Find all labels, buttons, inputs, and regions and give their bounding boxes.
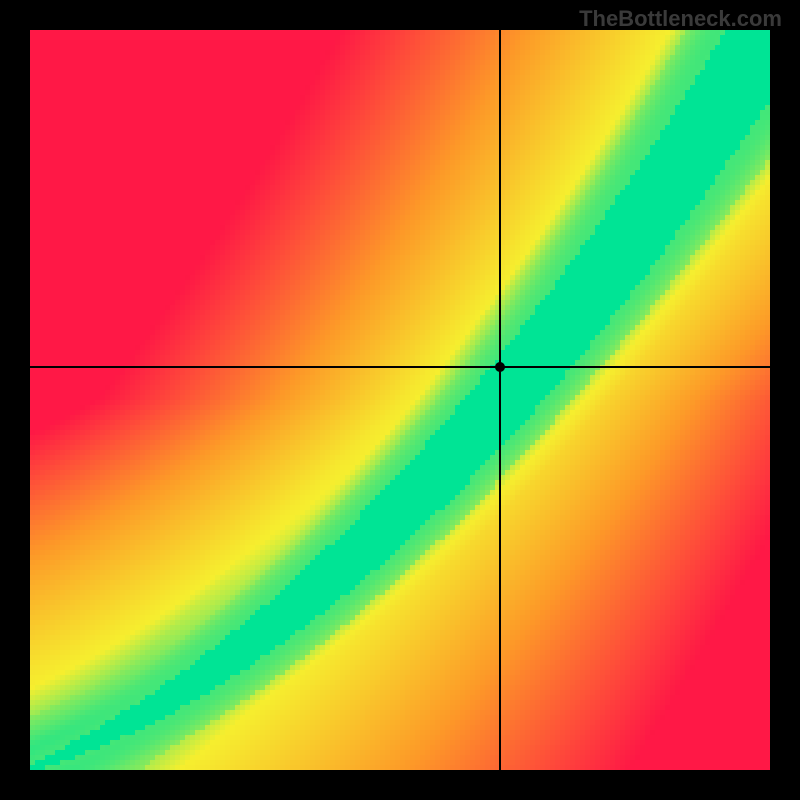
chart-container: TheBottleneck.com: [0, 0, 800, 800]
crosshair-horizontal: [30, 366, 770, 368]
crosshair-vertical: [499, 30, 501, 770]
watermark-text: TheBottleneck.com: [579, 6, 782, 32]
bottleneck-heatmap: [30, 30, 770, 770]
crosshair-marker[interactable]: [495, 362, 505, 372]
